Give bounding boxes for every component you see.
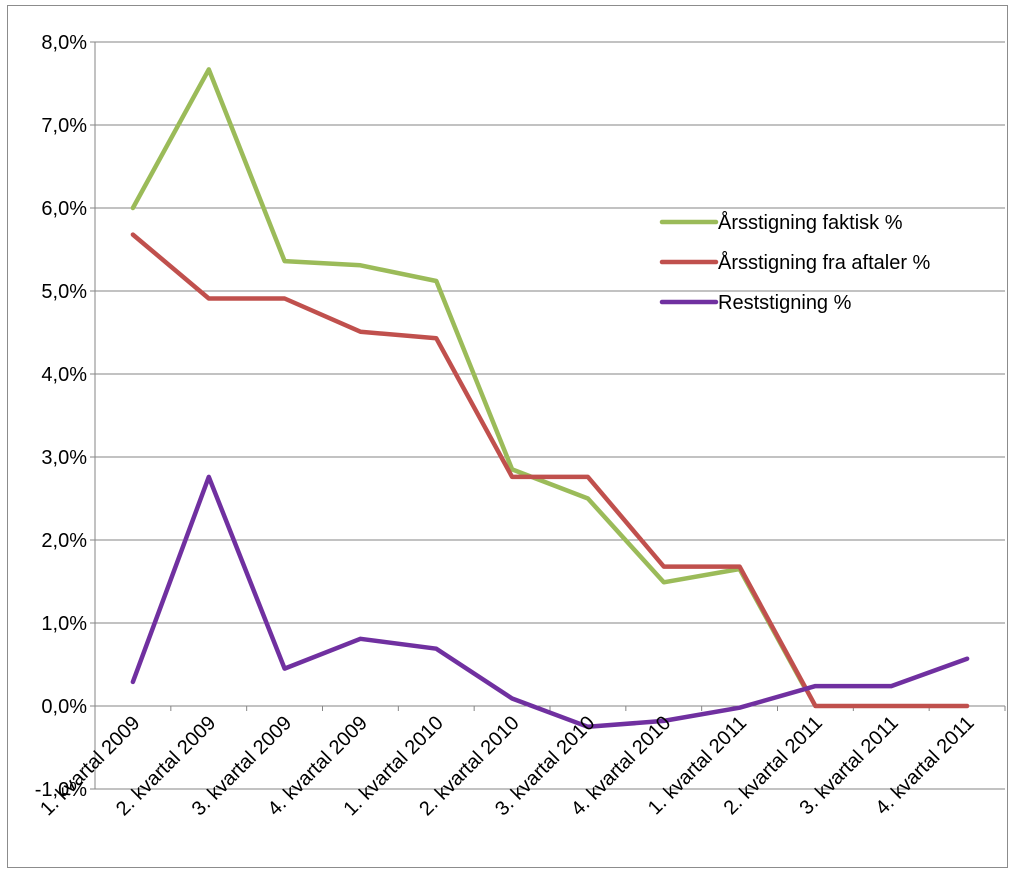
y-tick-label: 7,0% — [41, 115, 87, 137]
legend-label: Reststigning % — [718, 292, 852, 314]
y-tick-label: 3,0% — [41, 447, 87, 469]
y-tick-labels: 8,0% 7,0% 6,0% 5,0% 4,0% 3,0% 2,0% 1,0% 0,0% -1,0… — [35, 32, 87, 801]
y-tick-label: 4,0% — [41, 364, 87, 386]
series-line-1 — [130, 67, 806, 688]
y-tick-label: -1,0% — [35, 779, 87, 801]
legend: Årsstigning faktisk % Årsstigning fra aft… — [659, 211, 931, 314]
y-tick-label: 2,0% — [41, 530, 87, 552]
series-line-3 — [130, 474, 970, 730]
series-line-2 — [130, 232, 970, 709]
y-tick-label: 0,0% — [41, 696, 87, 718]
y-tick-label: 1,0% — [41, 613, 87, 635]
legend-label: Årsstigning fra aftaler % — [718, 251, 931, 274]
series-lines — [130, 67, 970, 730]
y-tick-label: 8,0% — [41, 32, 87, 54]
y-tick-label: 6,0% — [41, 198, 87, 220]
y-tick-label: 5,0% — [41, 281, 87, 303]
gridlines — [95, 41, 1005, 790]
legend-label: Årsstigning faktisk % — [718, 211, 903, 234]
chart-frame — [7, 5, 1008, 868]
axes — [90, 41, 1006, 790]
